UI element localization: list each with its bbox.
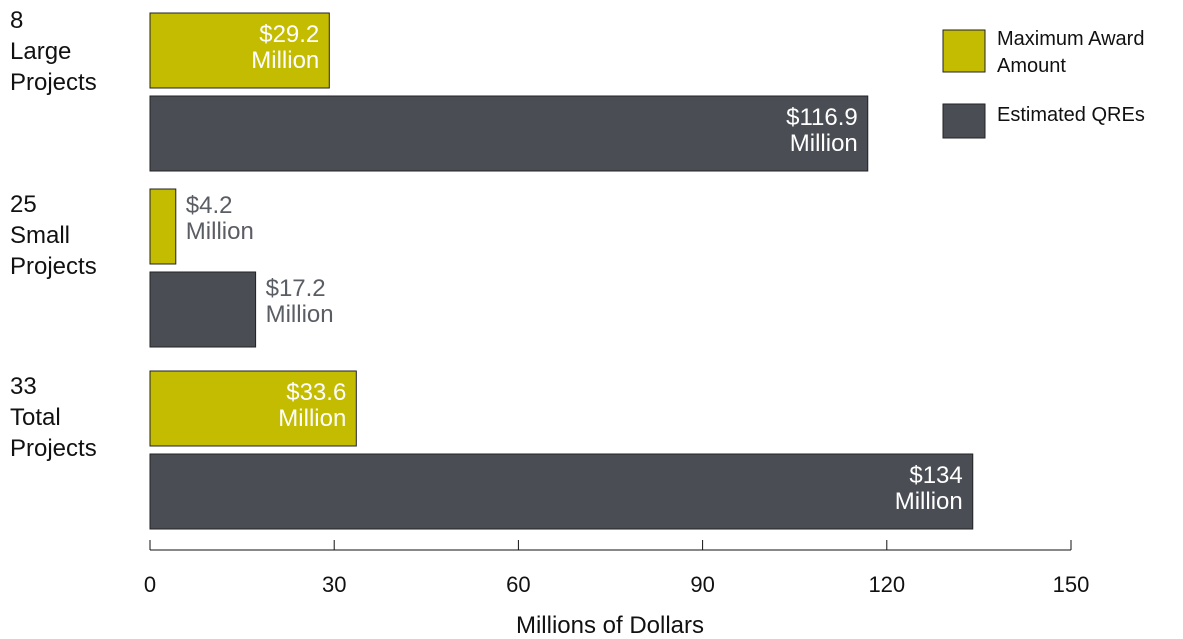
value-label: $134 Million: [894, 462, 963, 515]
value-label: $29.2 Million: [251, 21, 320, 74]
bar: [149, 370, 357, 447]
x-axis-label: Millions of Dollars: [516, 612, 704, 639]
category-label: 25 Small Projects: [10, 191, 97, 280]
category-label: 8 Large Projects: [10, 7, 97, 96]
bar: [149, 95, 869, 172]
legend-swatch: [942, 29, 986, 73]
x-tick-label: 0: [144, 572, 156, 597]
legend-label: Estimated QREs: [997, 104, 1145, 126]
bar: [149, 271, 257, 348]
bar: [149, 453, 974, 530]
bar: [149, 12, 330, 89]
bar: [149, 188, 177, 265]
value-label: $33.6 Million: [278, 379, 347, 432]
value-label: $116.9 Million: [786, 104, 858, 157]
value-label: $17.2 Million: [265, 275, 334, 328]
value-label: $4.2 Million: [185, 192, 254, 245]
x-tick-label: 120: [868, 572, 905, 597]
x-tick-label: 60: [506, 572, 530, 597]
x-tick-label: 150: [1053, 572, 1090, 597]
x-tick-label: 30: [322, 572, 346, 597]
legend-swatch: [942, 103, 986, 139]
legend-label: Maximum Award Amount: [997, 28, 1145, 77]
x-tick-label: 90: [690, 572, 714, 597]
category-label: 33 Total Projects: [10, 373, 97, 462]
